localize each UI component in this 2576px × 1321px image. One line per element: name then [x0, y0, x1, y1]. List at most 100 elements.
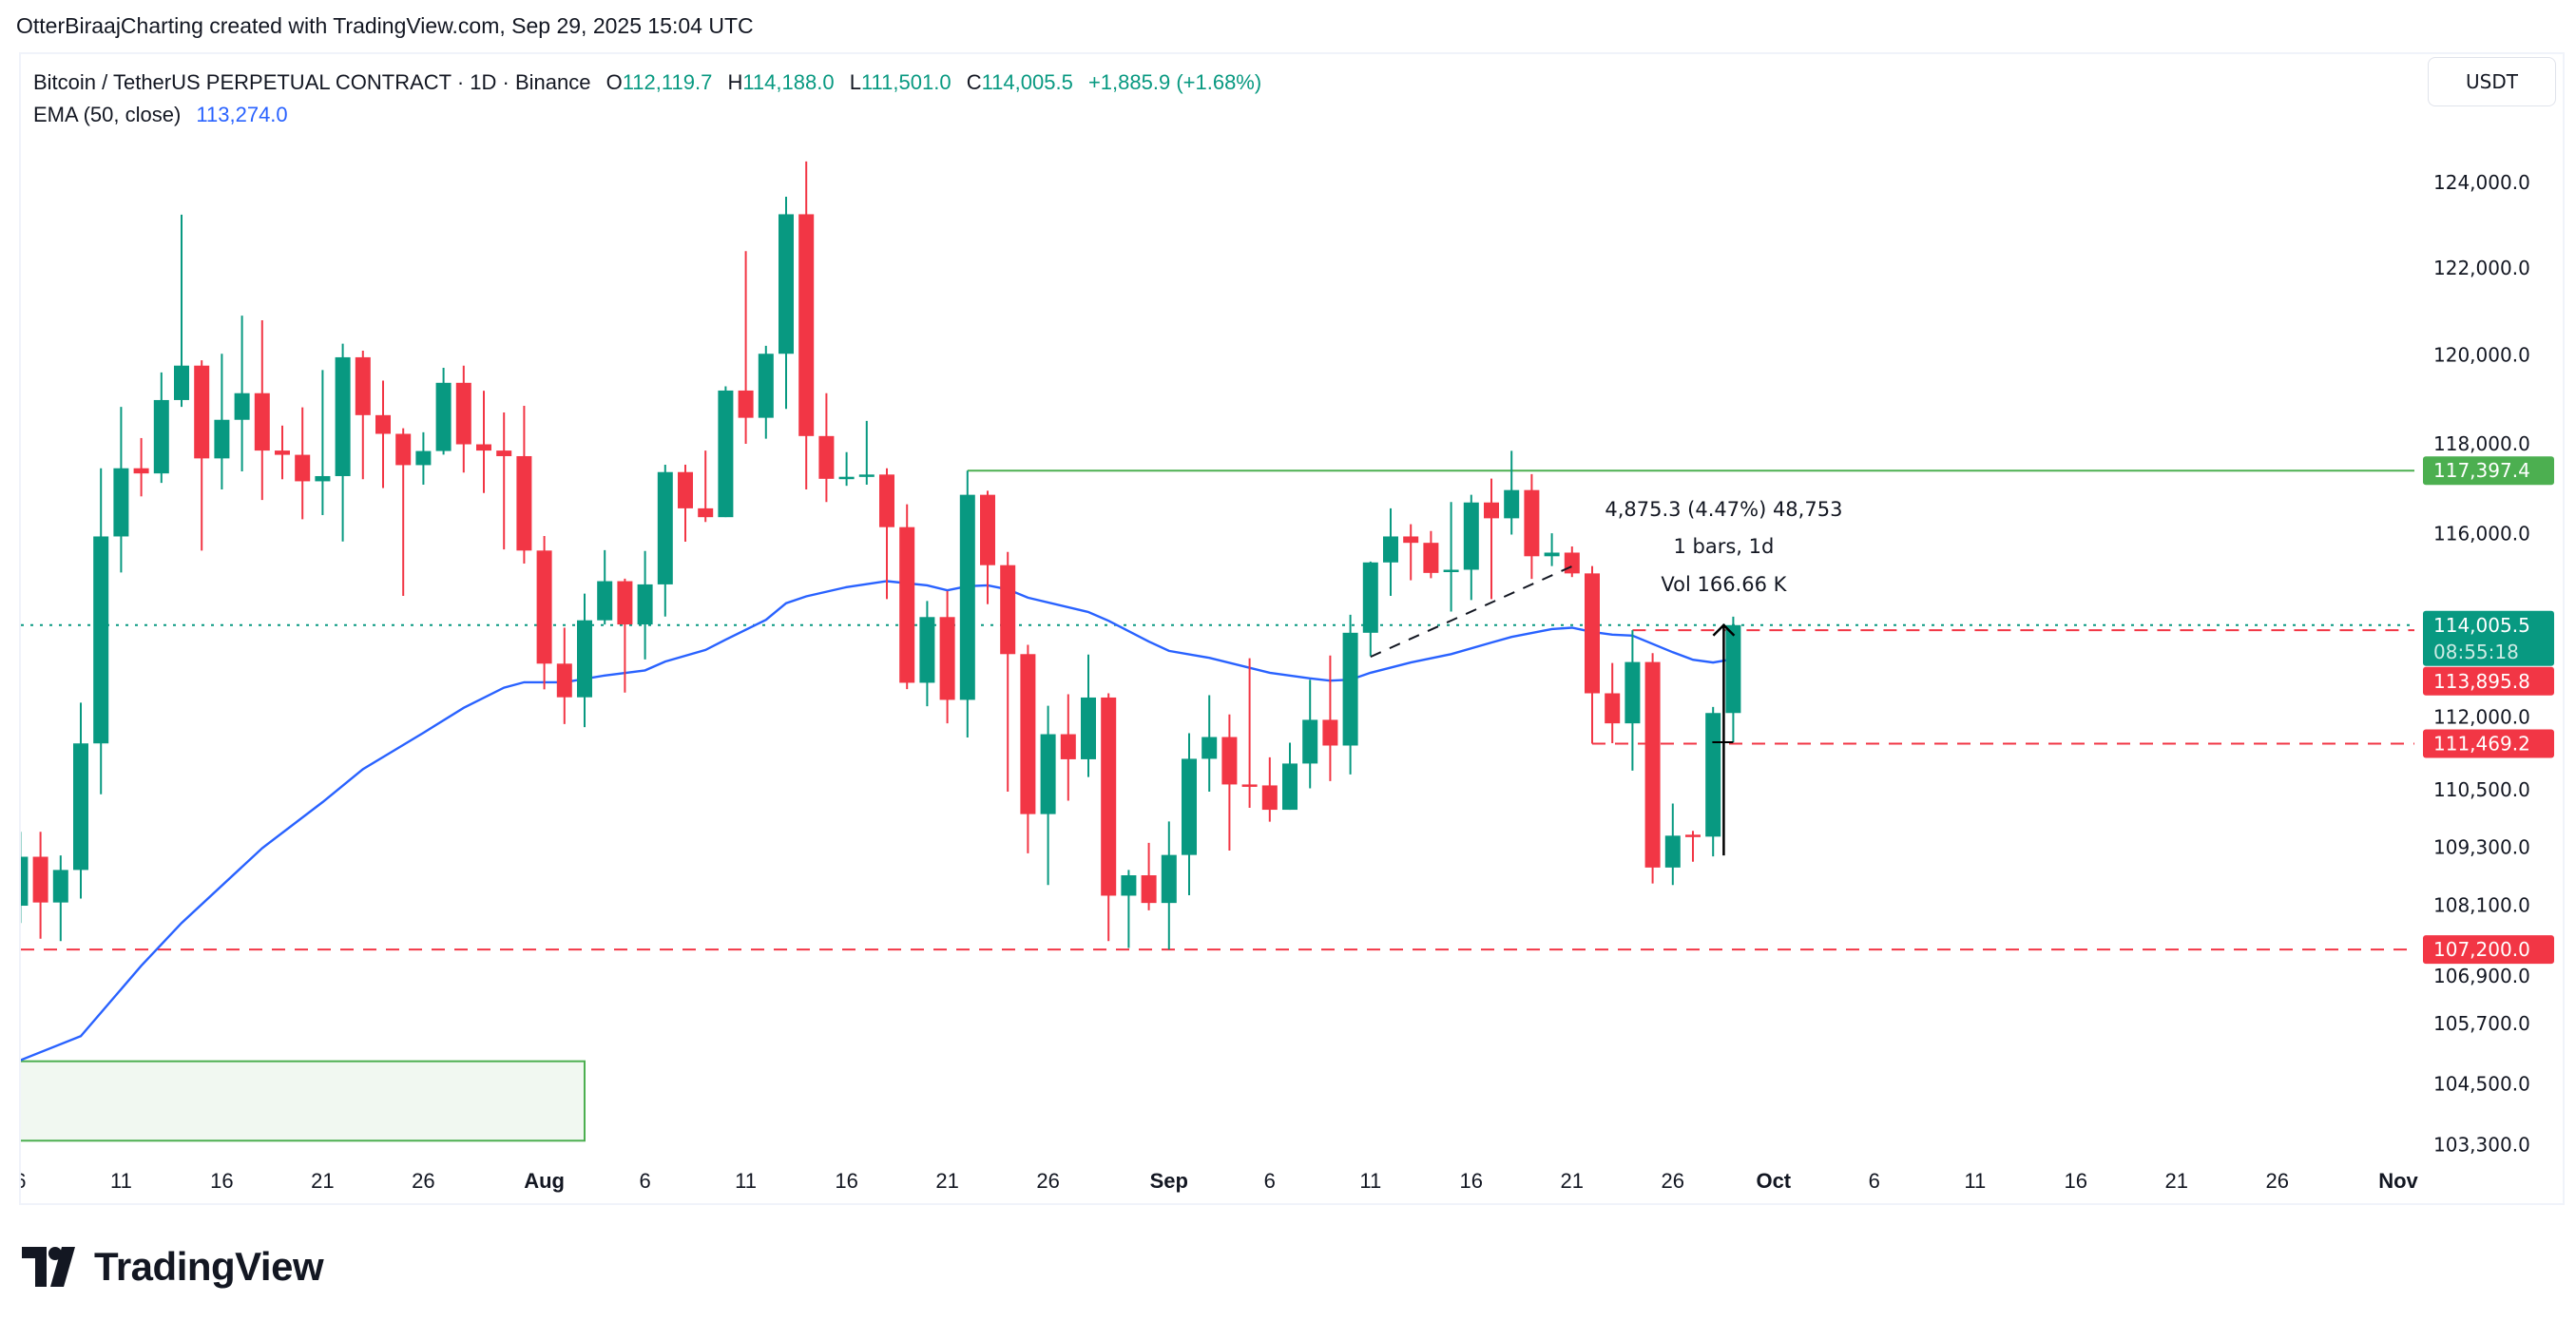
- candle[interactable]: [1040, 705, 1056, 886]
- candle[interactable]: [617, 578, 633, 693]
- trendline[interactable]: [1370, 565, 1573, 659]
- candle[interactable]: [1362, 561, 1378, 657]
- candle[interactable]: [335, 343, 351, 542]
- candle[interactable]: [597, 549, 613, 625]
- candle[interactable]: [476, 391, 491, 493]
- tradingview-logo[interactable]: TradingView: [22, 1243, 324, 1291]
- candle[interactable]: [1201, 695, 1218, 792]
- candle[interactable]: [758, 345, 774, 439]
- candle[interactable]: [153, 372, 169, 484]
- candle[interactable]: [12, 832, 29, 924]
- candle[interactable]: [1161, 821, 1177, 950]
- candle[interactable]: [1182, 733, 1197, 895]
- candle[interactable]: [1624, 630, 1641, 771]
- candle[interactable]: [1383, 507, 1398, 596]
- candle[interactable]: [234, 316, 250, 472]
- candle[interactable]: [858, 420, 875, 485]
- candle[interactable]: [174, 214, 189, 408]
- candle[interactable]: [93, 468, 109, 795]
- candle[interactable]: [738, 251, 754, 445]
- symbol-title[interactable]: Bitcoin / TetherUS PERPETUAL CONTRACT · …: [33, 70, 591, 94]
- candle[interactable]: [1564, 546, 1580, 578]
- ema-line[interactable]: [20, 580, 1734, 1062]
- candle[interactable]: [1644, 653, 1661, 884]
- candle[interactable]: [798, 161, 815, 489]
- candle[interactable]: [959, 470, 975, 738]
- candle[interactable]: [1101, 693, 1117, 942]
- candle[interactable]: [1221, 714, 1238, 852]
- candle[interactable]: [879, 468, 894, 600]
- candle[interactable]: [254, 320, 270, 501]
- candle[interactable]: [395, 428, 412, 596]
- candle[interactable]: [435, 368, 452, 455]
- candle[interactable]: [1081, 654, 1096, 777]
- candle[interactable]: [355, 351, 371, 480]
- candle[interactable]: [899, 504, 915, 690]
- candle[interactable]: [939, 590, 955, 724]
- price-pane[interactable]: 4,875.3 (4.47%) 48,753 1 bars, 1d Vol 166.…: [0, 161, 2414, 1142]
- time-tick-label: 21: [2165, 1169, 2188, 1193]
- candle[interactable]: [415, 431, 432, 485]
- candle[interactable]: [1484, 478, 1499, 600]
- candle[interactable]: [73, 702, 88, 899]
- candle[interactable]: [275, 425, 290, 480]
- candle[interactable]: [838, 451, 855, 487]
- candle[interactable]: [375, 380, 391, 488]
- candle[interactable]: [1020, 644, 1036, 853]
- candle[interactable]: [1664, 803, 1681, 886]
- candle[interactable]: [536, 535, 552, 690]
- candle[interactable]: [1544, 533, 1560, 566]
- candle[interactable]: [1121, 870, 1137, 948]
- candle[interactable]: [1705, 706, 1721, 857]
- candle[interactable]: [919, 601, 935, 707]
- currency-button[interactable]: USDT: [2428, 57, 2556, 106]
- candle[interactable]: [1241, 658, 1258, 809]
- candle[interactable]: [1463, 494, 1479, 601]
- candle[interactable]: [1403, 524, 1419, 581]
- candle[interactable]: [194, 360, 210, 551]
- candle[interactable]: [1423, 530, 1439, 579]
- candle[interactable]: [577, 593, 592, 728]
- candle[interactable]: [698, 450, 714, 523]
- candle[interactable]: [516, 406, 532, 565]
- candle[interactable]: [980, 490, 995, 604]
- candle[interactable]: [214, 354, 230, 489]
- candle[interactable]: [779, 197, 794, 410]
- candle[interactable]: [113, 407, 129, 573]
- candle[interactable]: [1605, 662, 1621, 743]
- candle[interactable]: [455, 365, 471, 473]
- candle[interactable]: [1524, 473, 1540, 580]
- candle[interactable]: [295, 407, 311, 520]
- candle[interactable]: [496, 412, 512, 550]
- candle[interactable]: [678, 464, 693, 542]
- price-axis[interactable]: 124,000.0 122,000.0 120,000.0 118,000.0 116,…: [2423, 171, 2554, 1157]
- highlight-zone[interactable]: [0, 1060, 586, 1142]
- candle[interactable]: [1443, 502, 1459, 612]
- time-axis[interactable]: 6 11 16 21 26 Aug 6 11 16 21 26 Sep 6 11 16 21 26 Oct 6 11 1…: [14, 1169, 2419, 1193]
- candle[interactable]: [637, 550, 653, 660]
- candle[interactable]: [315, 370, 331, 516]
- candle[interactable]: [1342, 614, 1358, 775]
- candle[interactable]: [1000, 551, 1016, 792]
- candle[interactable]: [657, 464, 673, 617]
- candle[interactable]: [1585, 565, 1600, 744]
- candle[interactable]: [1060, 694, 1076, 801]
- candle[interactable]: [1685, 831, 1701, 862]
- candle[interactable]: [1504, 450, 1520, 535]
- ema-legend[interactable]: EMA (50, close) 113,274.0: [33, 99, 1261, 131]
- candle[interactable]: [1322, 655, 1338, 781]
- candle[interactable]: [556, 627, 572, 724]
- candle[interactable]: [1725, 616, 1741, 742]
- candle[interactable]: [1302, 680, 1318, 789]
- candle[interactable]: [1282, 742, 1298, 811]
- candle[interactable]: [1261, 756, 1278, 822]
- price-label-badge: [2423, 610, 2554, 666]
- candle[interactable]: [718, 386, 734, 518]
- price-range-measure[interactable]: 4,875.3 (4.47%) 48,753 1 bars, 1d Vol 166.…: [1605, 498, 1842, 856]
- candle[interactable]: [32, 832, 48, 939]
- candle[interactable]: [52, 855, 68, 942]
- candle[interactable]: [133, 437, 149, 497]
- candle[interactable]: [818, 392, 835, 503]
- candle[interactable]: [1141, 842, 1157, 910]
